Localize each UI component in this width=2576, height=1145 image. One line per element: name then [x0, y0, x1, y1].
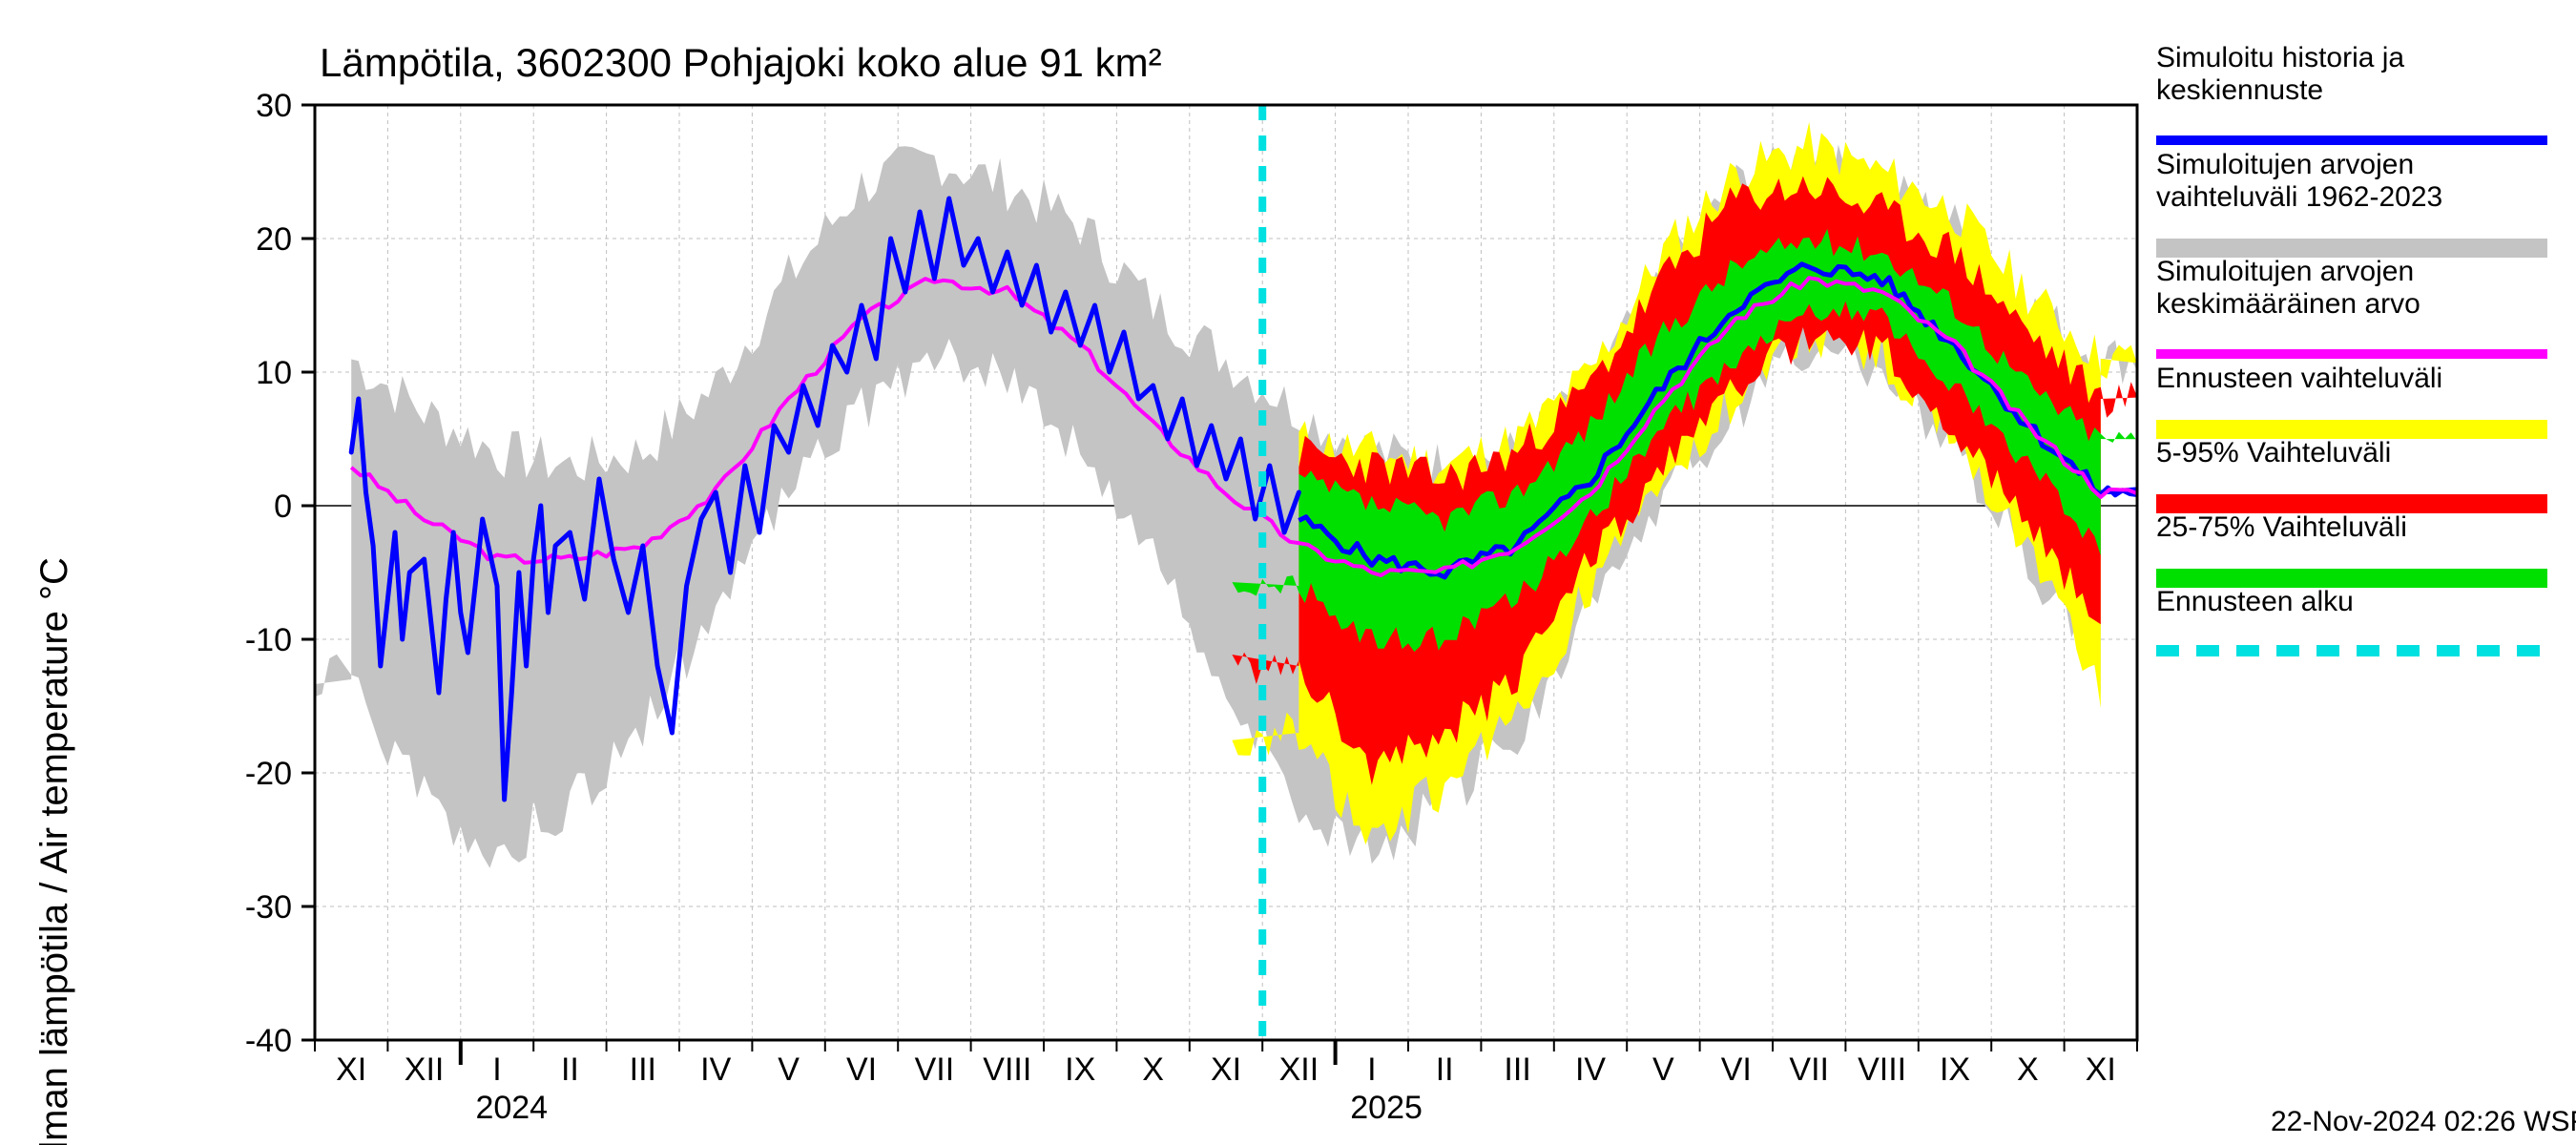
legend-swatch: [2156, 494, 2547, 513]
x-month-label: VII: [1789, 1051, 1829, 1088]
x-year-label: 2025: [1350, 1090, 1423, 1126]
y-tick-label: -30: [245, 889, 292, 926]
x-month-label: XII: [1279, 1051, 1319, 1088]
y-tick-label: -20: [245, 756, 292, 792]
chart-container: { "title": "Lämpötila, 3602300 Pohjajoki…: [0, 0, 2576, 1145]
y-tick-label: 10: [256, 355, 292, 391]
legend-label: Simuloitujen arvojen: [2156, 149, 2414, 180]
x-month-label: I: [492, 1051, 501, 1088]
chart-svg: 3020100-10-20-30-40XIXIIIIIIIIIVVVIVIIVI…: [0, 0, 2576, 1145]
legend-swatch: [2156, 349, 2547, 359]
x-month-label: III: [1504, 1051, 1530, 1088]
legend-swatch: [2156, 239, 2547, 258]
x-month-label: IV: [1575, 1051, 1606, 1088]
x-month-label: VIII: [983, 1051, 1031, 1088]
legend-label: Simuloitu historia ja: [2156, 42, 2404, 73]
x-year-label: 2024: [475, 1090, 548, 1126]
x-month-label: XI: [1211, 1051, 1241, 1088]
legend-swatch: [2156, 569, 2547, 588]
x-month-label: I: [1367, 1051, 1376, 1088]
legend-label: keskimääräinen arvo: [2156, 288, 2420, 320]
x-month-label: VI: [846, 1051, 877, 1088]
x-month-label: II: [561, 1051, 579, 1088]
x-month-label: XII: [405, 1051, 445, 1088]
legend-label: keskiennuste: [2156, 74, 2323, 106]
x-month-label: X: [2017, 1051, 2039, 1088]
legend-label: 5-95% Vaihteluväli: [2156, 437, 2391, 468]
legend-swatch: [2156, 420, 2547, 439]
y-tick-label: 20: [256, 221, 292, 258]
x-month-label: III: [630, 1051, 656, 1088]
legend-label: Ennusteen vaihteluväli: [2156, 363, 2442, 394]
chart-title: Lämpötila, 3602300 Pohjajoki koko alue 9…: [320, 40, 1162, 85]
x-month-label: V: [778, 1051, 800, 1088]
x-month-label: IX: [1065, 1051, 1095, 1088]
x-month-label: IX: [1940, 1051, 1970, 1088]
x-month-label: IV: [700, 1051, 731, 1088]
x-month-label: VI: [1721, 1051, 1752, 1088]
x-month-label: X: [1142, 1051, 1164, 1088]
x-month-label: VII: [915, 1051, 955, 1088]
footer-timestamp: 22-Nov-2024 02:26 WSFS-O: [2271, 1106, 2576, 1137]
y-tick-label: -10: [245, 622, 292, 658]
y-tick-label: 30: [256, 88, 292, 124]
y-tick-label: 0: [274, 489, 292, 525]
legend-swatch: [2156, 135, 2547, 145]
y-axis-label: Ilman lämpötila / Air temperature °C: [33, 557, 75, 1145]
x-month-label: XI: [336, 1051, 366, 1088]
y-tick-label: -40: [245, 1023, 292, 1059]
legend-label: 25-75% Vaihteluväli: [2156, 511, 2407, 543]
x-month-label: VIII: [1858, 1051, 1906, 1088]
legend-label: vaihteluväli 1962-2023: [2156, 181, 2442, 213]
x-month-label: V: [1652, 1051, 1674, 1088]
legend-label: Ennusteen alku: [2156, 586, 2354, 617]
legend-label: Simuloitujen arvojen: [2156, 256, 2414, 287]
x-month-label: II: [1436, 1051, 1454, 1088]
x-month-label: XI: [2086, 1051, 2116, 1088]
